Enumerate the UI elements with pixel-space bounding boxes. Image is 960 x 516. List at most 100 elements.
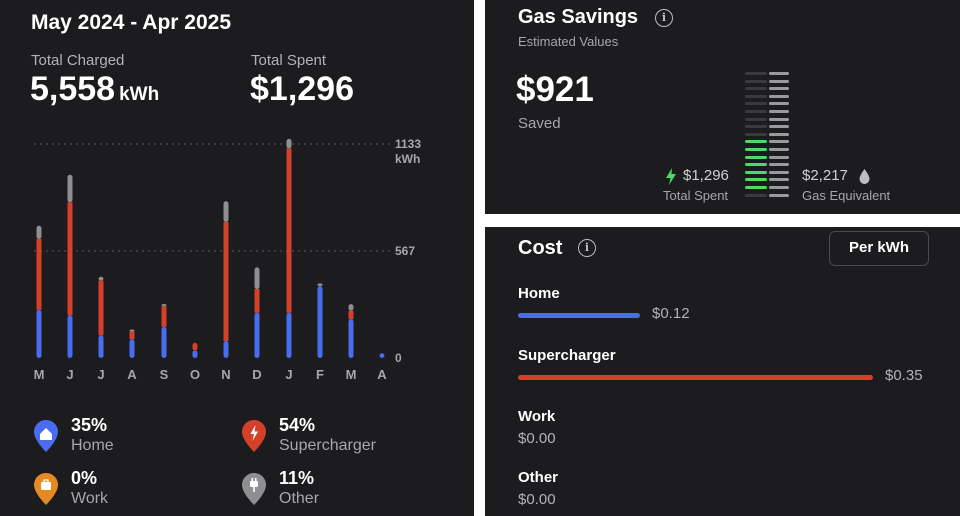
- period-title[interactable]: May 2024 - Apr 2025: [31, 11, 232, 34]
- x-tick-label: O: [190, 367, 200, 382]
- bar-segment-other[interactable]: [348, 304, 354, 311]
- bar-segment-home[interactable]: [348, 319, 354, 358]
- bar-segment-supercharger[interactable]: [67, 202, 73, 316]
- gauge-bar-right: [769, 94, 789, 98]
- bar-segment-other[interactable]: [36, 225, 42, 240]
- gauge-bar-right: [769, 132, 789, 136]
- gauge-bar-right: [769, 170, 789, 174]
- cost-bar: [518, 375, 873, 380]
- gauge-bar-left: [745, 148, 767, 151]
- gauge-bar-right: [769, 79, 789, 83]
- gauge-bar-right: [769, 125, 789, 129]
- home-icon: [34, 420, 58, 452]
- x-tick-label: D: [252, 367, 261, 382]
- gauge-bar-left: [745, 94, 767, 98]
- gas-savings-subtitle: Estimated Values: [518, 34, 619, 49]
- bar-segment-home[interactable]: [254, 312, 260, 358]
- cost-row-work: Work $0.00: [518, 408, 938, 458]
- gas-savings-title: Gas Savings: [518, 6, 639, 28]
- gauge-bar-right: [769, 148, 789, 151]
- gas-savings-panel: Gas Savings i Estimated Values $921 Save…: [485, 0, 960, 214]
- total-charged-number: 5,558: [30, 70, 116, 108]
- bar-segment-home[interactable]: [129, 339, 135, 358]
- total-spent-label: Total Spent: [251, 52, 327, 69]
- bar-segment-supercharger[interactable]: [192, 342, 198, 351]
- bar-segment-other[interactable]: [286, 138, 292, 149]
- plug-icon: [242, 473, 266, 505]
- bar-segment-other[interactable]: [129, 329, 135, 332]
- bar-segment-other[interactable]: [67, 174, 73, 203]
- gauge-bar-right: [769, 110, 789, 113]
- bar-segment-other[interactable]: [254, 267, 260, 290]
- legend-item-work[interactable]: 0% Work: [33, 468, 233, 512]
- total-charged-value: 5,558 kWh: [30, 70, 159, 109]
- legend-item-supercharger[interactable]: 54% Supercharger: [241, 415, 441, 459]
- x-tick-label: J: [285, 367, 292, 382]
- bar-segment-other[interactable]: [317, 283, 323, 287]
- total-charged-label: Total Charged: [31, 52, 125, 69]
- x-tick-label: S: [160, 367, 169, 382]
- cost-row-label: Other: [518, 469, 559, 486]
- legend-label: Work: [71, 490, 109, 507]
- bar-segment-supercharger[interactable]: [36, 239, 42, 310]
- x-tick-label: A: [127, 367, 137, 382]
- legend-percent: 0%: [71, 468, 98, 488]
- charging-summary-panel: May 2024 - Apr 2025 Total Charged 5,558 k…: [0, 0, 474, 516]
- gauge-bar-left: [745, 125, 767, 129]
- gauge-bar-left: [745, 170, 767, 174]
- bar-segment-supercharger[interactable]: [98, 280, 104, 336]
- legend-item-other[interactable]: 11% Other: [241, 468, 441, 512]
- bar-segment-home[interactable]: [67, 315, 73, 358]
- cost-panel: Cost i Per kWh Home $0.12 Supercharger $0.3…: [485, 227, 960, 516]
- cost-row-label: Home: [518, 285, 560, 302]
- bar-segment-home[interactable]: [98, 335, 104, 358]
- x-tick-label: J: [66, 367, 73, 382]
- gauge-bar-right: [769, 140, 789, 144]
- gauge-bar-right: [769, 87, 789, 91]
- gas-equivalent-value: $2,217: [802, 167, 848, 184]
- bar-segment-supercharger[interactable]: [129, 331, 135, 340]
- fuel-drop-icon: [859, 169, 870, 184]
- bar-segment-home[interactable]: [317, 286, 323, 358]
- bar-segment-supercharger[interactable]: [223, 222, 229, 342]
- total-spent-value: $1,296: [250, 70, 354, 108]
- gauge-bar-left: [745, 87, 767, 91]
- gauge-bar-left: [745, 155, 767, 159]
- bar-segment-supercharger[interactable]: [254, 289, 260, 313]
- y-tick-label: 0: [395, 351, 402, 365]
- bar-segment-home[interactable]: [223, 341, 229, 358]
- info-icon[interactable]: i: [655, 9, 673, 27]
- gauge-bar-right: [769, 117, 789, 121]
- gas-total-spent-value: $1,296: [683, 167, 729, 184]
- gauge-bar-left: [745, 79, 767, 83]
- gauge-bar-right: [769, 178, 789, 182]
- bar-segment-home[interactable]: [192, 350, 198, 358]
- per-kwh-toggle-button[interactable]: Per kWh: [829, 231, 929, 266]
- info-icon[interactable]: i: [578, 239, 596, 257]
- gauge-bar-left: [745, 102, 767, 106]
- cost-value: $0.00: [518, 430, 556, 447]
- x-tick-label: M: [34, 367, 45, 382]
- bar-segment-supercharger[interactable]: [348, 310, 354, 320]
- gauge-bar-left: [745, 117, 767, 121]
- cost-row-other: Other $0.00: [518, 469, 938, 516]
- bar-segment-other[interactable]: [223, 201, 229, 223]
- bolt-icon: [242, 420, 266, 452]
- gauge-bar-right: [769, 155, 789, 159]
- legend-item-home[interactable]: 35% Home: [33, 415, 233, 459]
- legend-label: Home: [71, 437, 114, 454]
- bar-segment-other[interactable]: [98, 276, 104, 281]
- briefcase-icon: [34, 473, 58, 505]
- bar-segment-supercharger[interactable]: [161, 306, 167, 327]
- bar-segment-home[interactable]: [379, 353, 385, 358]
- gauge-bar-left: [745, 140, 767, 144]
- bar-segment-other[interactable]: [161, 304, 167, 307]
- bar-segment-home[interactable]: [161, 326, 167, 358]
- monthly-charging-chart[interactable]: 1133 567 0 kWh M J J A S O N D J F M A: [0, 130, 474, 390]
- legend-label: Other: [279, 490, 320, 507]
- cost-value: $0.12: [652, 305, 690, 322]
- bar-segment-supercharger[interactable]: [286, 148, 292, 313]
- gauge-bar-left: [745, 132, 767, 136]
- bar-segment-home[interactable]: [286, 312, 292, 358]
- bar-segment-home[interactable]: [36, 309, 42, 358]
